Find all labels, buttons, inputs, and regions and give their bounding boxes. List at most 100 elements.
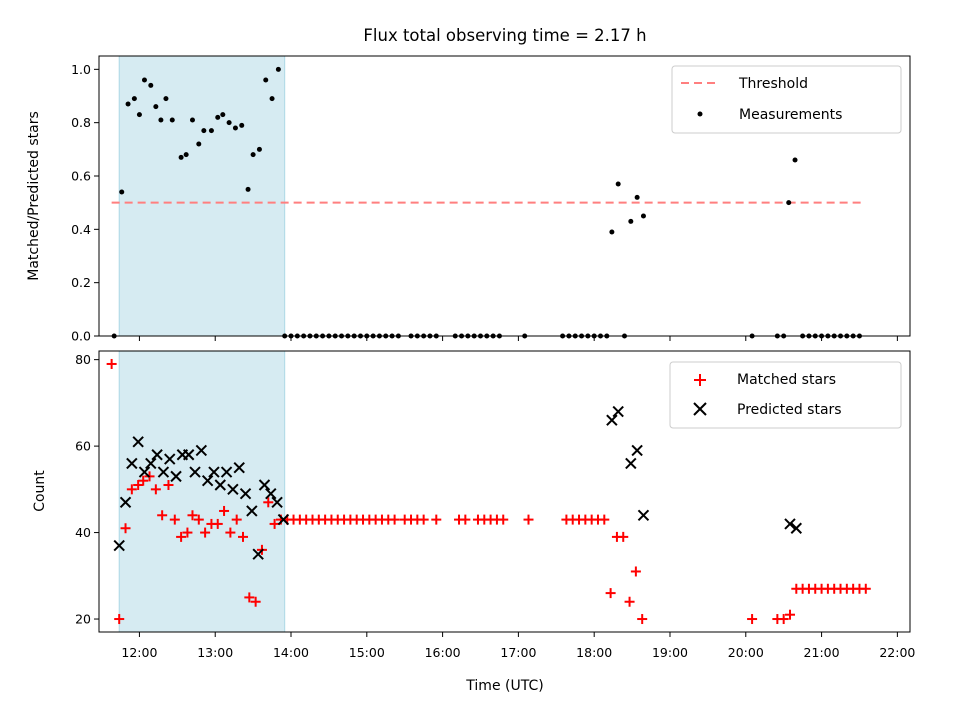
top-observing-shade <box>118 55 286 337</box>
y-tick-label: 0.0 <box>71 329 91 344</box>
matched-star-point <box>212 518 223 529</box>
y-tick-label: 40 <box>75 525 91 540</box>
top-axes-frame <box>98 55 911 337</box>
predicted-legend-swatch <box>693 402 707 416</box>
measurement-point <box>141 77 147 83</box>
x-tick-label: 12:00 <box>121 645 157 660</box>
measurement-point <box>628 218 634 224</box>
bottom-observing-shade <box>118 350 286 633</box>
top-legend: Threshold Measurements <box>671 65 902 134</box>
matched-star-point <box>498 514 509 525</box>
matched-star-point <box>784 609 795 620</box>
matched-star-point <box>133 480 144 491</box>
measurement-point <box>245 186 251 192</box>
measurement-point <box>634 194 640 200</box>
predicted-star-point <box>790 522 803 534</box>
bottom-axes-frame <box>98 350 911 633</box>
matched-legend-label: Matched stars <box>737 372 836 388</box>
matched-star-point <box>389 514 400 525</box>
predicted-star-point <box>637 509 650 521</box>
top-y-ticks: 0.0 0.2 0.4 0.6 0.8 1.0 <box>71 62 99 344</box>
predicted-star-point <box>151 449 163 461</box>
chart-title: Flux total observing time = 2.17 h <box>363 26 646 45</box>
measurement-point <box>153 104 159 110</box>
measurement-point <box>640 213 646 219</box>
predicted-star-point <box>182 449 195 461</box>
matched-star-point <box>747 614 758 625</box>
measurement-point <box>201 128 207 134</box>
measurement-point <box>178 154 184 160</box>
top-panel: 0.0 0.2 0.4 0.6 0.8 1.0 Matched/Predicted sta… <box>26 55 911 344</box>
x-tick-label: 14:00 <box>273 645 309 660</box>
matched-star-point <box>231 514 242 525</box>
bottom-legend-box <box>669 361 902 429</box>
predicted-star-point <box>612 405 624 418</box>
predicted-star-point <box>227 483 239 496</box>
matched-star-point <box>460 514 471 525</box>
matched-star-point <box>120 523 131 534</box>
predicted-star-point <box>170 470 182 483</box>
matched-star-point <box>163 480 174 491</box>
matched-star-point <box>187 510 198 521</box>
matched-star-point <box>219 505 230 516</box>
matched-star-point <box>150 484 161 495</box>
measurement-point <box>226 120 232 126</box>
predicted-star-point <box>113 539 125 552</box>
matched-star-point <box>431 514 442 525</box>
measurement-point <box>119 189 125 195</box>
predicted-star-point <box>271 496 283 509</box>
measurement-point <box>125 101 131 107</box>
measurement-point <box>220 112 226 118</box>
matched-star-point <box>157 510 168 521</box>
predicted-stars-points <box>113 405 803 560</box>
predicted-star-point <box>265 487 277 500</box>
matched-star-point <box>523 514 534 525</box>
matched-star-point <box>599 514 610 525</box>
predicted-star-point <box>119 496 132 509</box>
x-axis-label: Time (UTC) <box>465 678 543 694</box>
predicted-star-point <box>138 466 151 478</box>
matched-star-point <box>176 531 187 542</box>
y-tick-label: 0.6 <box>71 169 91 184</box>
x-tick-label: 20:00 <box>728 645 764 660</box>
matched-star-point <box>169 514 180 525</box>
predicted-star-point <box>233 462 245 474</box>
matched-star-point <box>418 514 429 525</box>
predicted-star-point <box>631 444 643 457</box>
bottom-legend: Matched stars Predicted stars <box>669 361 902 429</box>
measurement-point <box>786 200 792 206</box>
predicted-star-point <box>277 513 290 526</box>
x-tick-label: 16:00 <box>425 645 461 660</box>
predicted-star-point <box>189 466 201 478</box>
predicted-star-point <box>258 479 271 491</box>
x-tick-label: 19:00 <box>652 645 688 660</box>
top-y-axis-label: Matched/Predicted stars <box>26 111 42 281</box>
measurement-point <box>131 96 137 102</box>
measurement-point <box>163 96 169 102</box>
x-tick-label: 21:00 <box>804 645 840 660</box>
predicted-star-point <box>132 436 144 448</box>
measurement-point <box>615 181 621 187</box>
top-legend-box <box>671 65 902 134</box>
matched-star-point <box>238 531 249 542</box>
predicted-star-point <box>208 466 220 478</box>
matched-star-point <box>263 497 274 508</box>
measurement-point <box>148 82 154 88</box>
predicted-star-point <box>201 474 214 487</box>
matched-star-point <box>200 527 211 538</box>
measurements-legend-label: Measurements <box>739 107 842 123</box>
x-tick-label: 18:00 <box>576 645 612 660</box>
predicted-star-point <box>625 457 637 470</box>
y-tick-label: 60 <box>75 439 91 454</box>
matched-star-point <box>630 566 641 577</box>
x-tick-label: 17:00 <box>500 645 536 660</box>
matched-star-point <box>114 614 125 625</box>
measurement-point <box>196 141 202 147</box>
matched-star-point <box>778 614 789 625</box>
predicted-star-point <box>126 457 138 470</box>
matched-star-point <box>605 588 616 599</box>
matched-star-point <box>637 614 648 625</box>
y-tick-label: 0.8 <box>71 115 91 130</box>
